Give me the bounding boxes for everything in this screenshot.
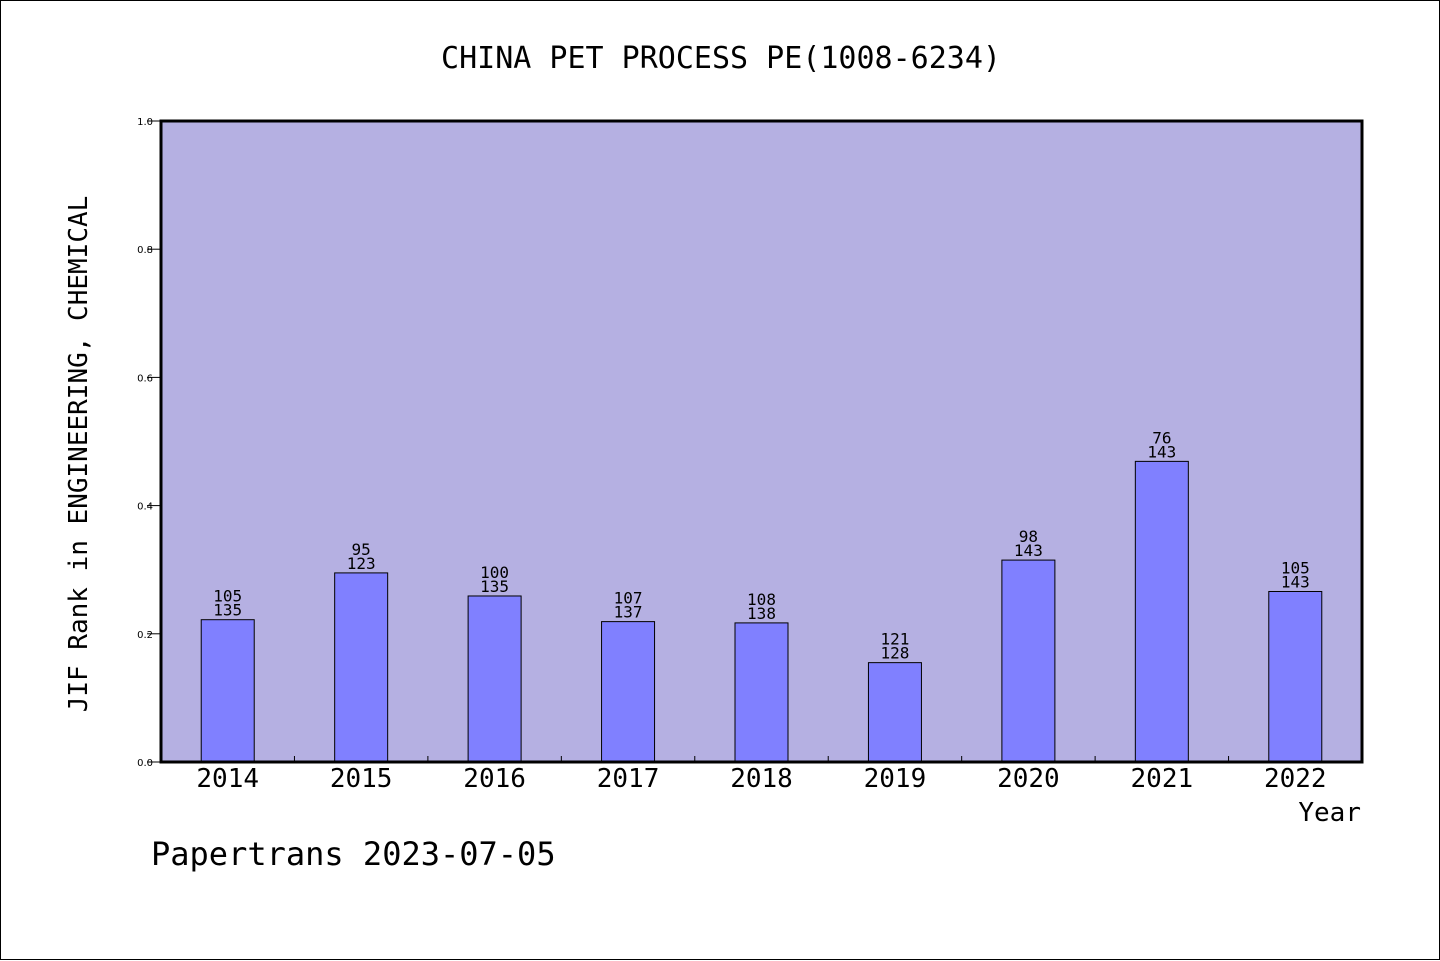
data-label-rank-2015: 95 — [352, 540, 371, 559]
footer-text: Papertrans 2023-07-05 — [151, 835, 556, 873]
x-tick-label-2020: 2020 — [997, 764, 1060, 794]
bars-group — [200, 460, 1323, 763]
x-tick-label-2015: 2015 — [330, 764, 393, 794]
data-label-rank-2014: 105 — [213, 587, 242, 606]
x-axis-label: Year — [1298, 798, 1361, 828]
data-label-total-2022: 143 — [1281, 572, 1310, 591]
data-label-total-2019: 128 — [880, 644, 909, 663]
bar-2021 — [1134, 460, 1189, 763]
data-label-rank-2021: 76 — [1152, 428, 1171, 447]
y-tick-label: 0.0 — [137, 758, 153, 769]
y-tick-label: 0.2 — [137, 630, 153, 641]
data-label-total-2021: 143 — [1147, 442, 1176, 461]
x-tick-label-2017: 2017 — [597, 764, 660, 794]
data-label-total-2014: 135 — [213, 601, 242, 620]
data-label-rank-2022: 105 — [1281, 558, 1310, 577]
x-tick-label-2021: 2021 — [1131, 764, 1194, 794]
x-tick-label-2016: 2016 — [463, 764, 526, 794]
y-tick-label: 0.8 — [137, 245, 153, 256]
data-label-total-2018: 138 — [747, 604, 776, 623]
data-label-total-2016: 135 — [480, 577, 509, 596]
data-label-rank-2017: 107 — [614, 589, 643, 608]
bar-2015 — [334, 572, 389, 763]
plot-border — [159, 119, 1364, 764]
y-tick-label: 0.4 — [137, 502, 153, 513]
x-tick-label-2018: 2018 — [730, 764, 793, 794]
data-label-rank-2018: 108 — [747, 590, 776, 609]
x-tick-label-2022: 2022 — [1264, 764, 1327, 794]
x-axis-ticks: 2014 2015 2016 2017 2018 2019 2020 2021 2022 — [196, 756, 1327, 794]
bar-2019 — [867, 662, 922, 763]
y-tick-label: 0.6 — [137, 373, 153, 384]
data-label-rank-2020: 98 — [1019, 527, 1038, 546]
bar-2014 — [200, 619, 255, 763]
bar-2016 — [467, 595, 522, 763]
bar-2017 — [601, 621, 656, 763]
data-label-rank-2016: 100 — [480, 563, 509, 582]
x-tick-label-2014: 2014 — [196, 764, 259, 794]
data-label-total-2017: 137 — [614, 603, 643, 622]
y-axis-label: JIF Rank in ENGINEERING, CHEMICAL — [64, 196, 94, 713]
y-axis-ticks: 0.0 0.2 0.4 0.6 0.8 1.0 — [137, 117, 161, 769]
bar-2022 — [1268, 590, 1323, 763]
y-tick-label: 1.0 — [137, 117, 153, 128]
data-label-total-2015: 123 — [347, 554, 376, 573]
x-tick-label-2019: 2019 — [864, 764, 927, 794]
data-label-rank-2019: 121 — [880, 630, 909, 649]
data-label-total-2020: 143 — [1014, 541, 1043, 560]
bar-2018 — [734, 622, 789, 763]
bar-2020 — [1001, 559, 1056, 763]
chart-title: CHINA PET PROCESS PE(1008-6234) — [441, 41, 1001, 76]
